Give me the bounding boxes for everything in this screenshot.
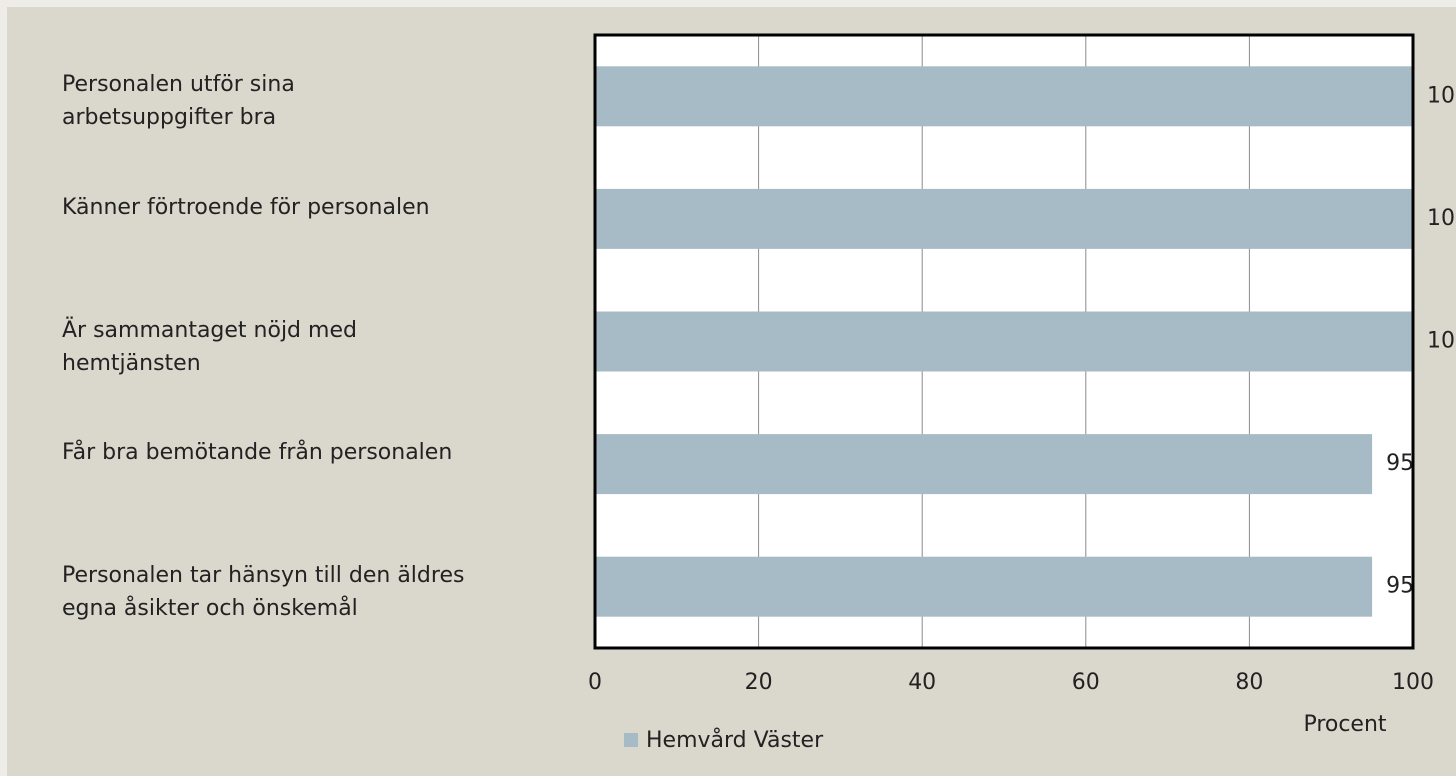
value-label: 100	[1427, 329, 1456, 354]
plot-border	[593, 33, 1415, 650]
value-label: 100	[1427, 206, 1456, 231]
category-label: Är sammantaget nöjd med hemtjänsten	[62, 317, 357, 376]
category-label: Personalen utför sina arbetsuppgifter br…	[62, 72, 295, 131]
bar	[595, 434, 1373, 495]
x-tick-label: 80	[1235, 670, 1263, 695]
x-tick-label: 20	[745, 670, 773, 695]
x-tick-label: 60	[1072, 670, 1100, 695]
x-tick-label: 40	[908, 670, 936, 695]
x-tick-label: 0	[588, 670, 602, 695]
value-label: 95	[1386, 574, 1414, 599]
value-label: 95	[1386, 451, 1414, 476]
value-label: 100	[1427, 83, 1456, 108]
chart-frame: 0 20 40 60 80 100 100 100 100 95 95 Hemvård Väster P…	[7, 7, 1456, 776]
category-label: Känner förtroende för personalen	[62, 194, 430, 220]
x-axis-label: Procent	[1303, 712, 1386, 737]
category-label: Personalen tar hänsyn till den äldres eg…	[62, 562, 465, 621]
bar	[595, 311, 1413, 372]
bar	[595, 66, 1413, 127]
x-tick-label: 100	[1392, 670, 1434, 695]
legend-swatch	[624, 733, 638, 747]
legend-label: Hemvård Väster	[646, 727, 824, 753]
chart: 0 20 40 60 80 100 100 100 100 95 95 Hemvård Väster P…	[588, 33, 1456, 753]
bar	[595, 188, 1413, 249]
bar	[595, 556, 1373, 617]
category-label: Får bra bemötande från personalen	[62, 440, 453, 466]
